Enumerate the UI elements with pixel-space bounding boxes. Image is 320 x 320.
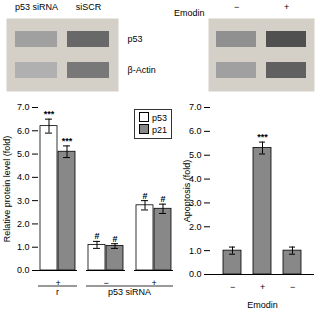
svg-text:+: + <box>260 282 265 292</box>
svg-text:p53 siRNA: p53 siRNA <box>108 287 151 297</box>
svg-text:Apoptosis (fold): Apoptosis (fold) <box>182 160 192 223</box>
svg-text:siSCR: siSCR <box>76 2 102 12</box>
svg-text:Relative protein level (fold): Relative protein level (fold) <box>2 136 12 243</box>
svg-text:1.0: 1.0 <box>17 242 30 252</box>
svg-text:0.0: 0.0 <box>189 269 202 279</box>
svg-text:5.0: 5.0 <box>17 149 30 159</box>
svg-text:4.0: 4.0 <box>17 172 30 182</box>
svg-text:7.0: 7.0 <box>17 102 30 112</box>
svg-text:#: # <box>94 231 99 241</box>
svg-text:p53: p53 <box>128 34 143 44</box>
svg-text:***: *** <box>44 109 55 119</box>
svg-text:+: + <box>284 2 289 12</box>
svg-text:7.0: 7.0 <box>189 102 202 112</box>
svg-text:−: − <box>290 282 295 292</box>
svg-text:r: r <box>56 287 59 297</box>
svg-text:1.0: 1.0 <box>189 246 202 256</box>
svg-text:Emodin: Emodin <box>247 300 278 310</box>
svg-text:p53 siRNA: p53 siRNA <box>15 2 58 12</box>
svg-text:β-Actin: β-Actin <box>128 65 156 75</box>
svg-text:3.0: 3.0 <box>189 197 202 208</box>
svg-text:#: # <box>160 194 165 204</box>
svg-text:***: *** <box>62 136 73 146</box>
svg-text:5.0: 5.0 <box>189 150 202 160</box>
html-text:p53: p53 <box>152 113 167 123</box>
svg-text:6.0: 6.0 <box>17 126 30 136</box>
svg-text:4.0: 4.0 <box>189 174 202 184</box>
svg-text:0.0: 0.0 <box>17 265 30 275</box>
svg-text:#: # <box>112 234 117 244</box>
svg-text:2.0: 2.0 <box>189 221 202 232</box>
svg-text:6.0: 6.0 <box>189 126 202 136</box>
svg-text:Emodin: Emodin <box>174 8 205 18</box>
svg-text:2.0: 2.0 <box>17 219 30 229</box>
svg-text:***: *** <box>257 132 268 142</box>
svg-text:−: − <box>234 2 239 12</box>
svg-text:−: − <box>230 282 235 292</box>
svg-text:3.0: 3.0 <box>17 196 30 206</box>
html-text:p21: p21 <box>152 125 167 135</box>
svg-text:#: # <box>142 191 147 201</box>
